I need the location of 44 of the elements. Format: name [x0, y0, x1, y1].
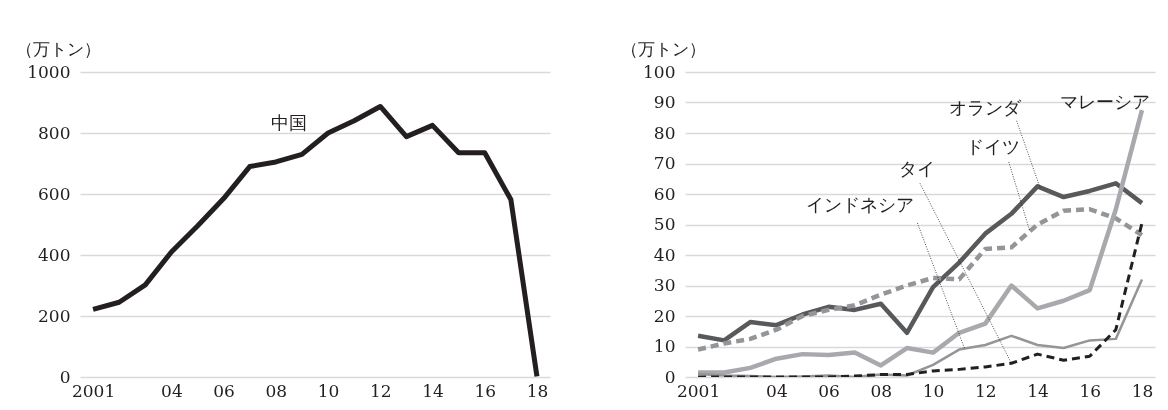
y-tick-label: 60	[653, 183, 676, 204]
x-tick-label: 16	[1079, 380, 1102, 401]
x-tick-label: 06	[818, 380, 840, 401]
x-tick-label: 10	[922, 380, 945, 401]
x-tick-label: 18	[526, 380, 549, 401]
text: タイ	[899, 157, 936, 179]
x-tick-label: 04	[766, 380, 788, 401]
y-axis-title: （万トン）	[620, 38, 706, 59]
text: オランダ	[949, 96, 1023, 118]
y-tick-label: 30	[653, 275, 676, 295]
x-tick-label: 2001	[676, 380, 721, 401]
y-tick-label: 20	[653, 305, 676, 326]
x-tick-label: 14	[422, 380, 444, 401]
y-tick-label: 90	[653, 92, 676, 112]
x-tick-label: 08	[265, 380, 288, 401]
y-tick-label: 600	[38, 183, 71, 204]
y-tick-label: 400	[38, 244, 71, 265]
y-tick-label: 1000	[27, 61, 71, 82]
y-tick-label: 0	[664, 366, 676, 387]
line-series	[695, 181, 1145, 343]
x-tick-label: 16	[474, 380, 497, 401]
x-tick-label: 14	[1027, 380, 1049, 401]
y-tick-label: 50	[653, 214, 676, 234]
x-tick-label: 12	[369, 380, 392, 401]
x-tick-label: 08	[870, 380, 893, 401]
series-label: マレーシア	[1060, 90, 1151, 112]
y-axis-title: （万トン）	[15, 38, 101, 59]
y-tick-label: 200	[38, 305, 71, 326]
y-tick-label: 10	[653, 336, 676, 356]
y-tick-label: 0	[59, 366, 71, 387]
x-tick-label: 12	[974, 380, 997, 401]
y-tick-label: 100	[643, 61, 676, 82]
y-tick-label: 40	[653, 244, 676, 265]
x-tick-label: 06	[213, 380, 235, 401]
x-tick-label: 10	[317, 380, 340, 401]
x-tick-label: 04	[161, 380, 183, 401]
text: インドネシア	[805, 194, 914, 216]
y-tick-label: 70	[653, 153, 676, 173]
x-tick-label: 2001	[71, 380, 116, 401]
y-tick-label: 800	[38, 122, 71, 143]
series-label: 中国	[270, 111, 307, 133]
y-tick-label: 80	[653, 122, 676, 143]
x-tick-label: 18	[1131, 380, 1154, 401]
text: ドイツ	[966, 136, 1021, 158]
